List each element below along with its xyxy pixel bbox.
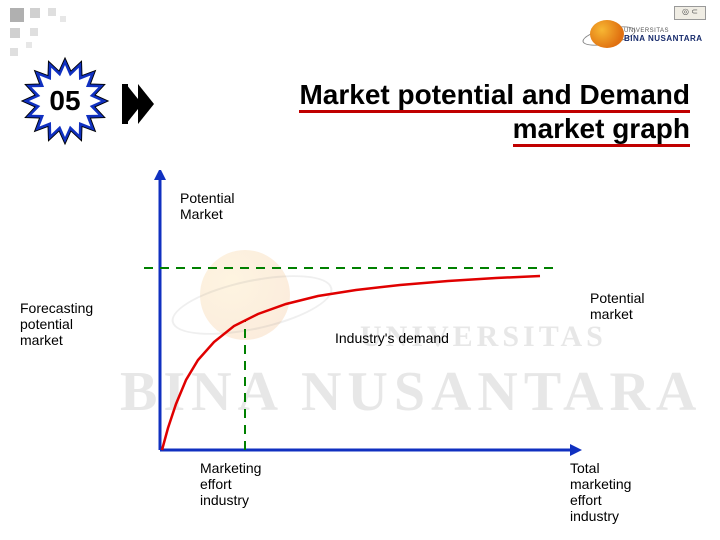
university-logo: ◎ ⊂ UNIVERSITASBINA NUSANTARA bbox=[586, 6, 706, 56]
decor-square bbox=[26, 42, 32, 48]
label-industry-demand: Industry's demand bbox=[335, 330, 449, 346]
decor-square bbox=[30, 28, 38, 36]
slide-number-badge: 05 bbox=[20, 56, 110, 146]
slide-controls-icon: ◎ ⊂ bbox=[674, 6, 706, 20]
decor-square bbox=[30, 8, 40, 18]
label-potential-market-top: PotentialMarket bbox=[180, 190, 234, 222]
label-forecasting: Forecastingpotentialmarket bbox=[20, 300, 93, 348]
label-total-effort: Total marketingeffort industry bbox=[570, 460, 640, 524]
slide-number: 05 bbox=[20, 56, 110, 146]
decor-square bbox=[10, 48, 18, 56]
decor-square bbox=[60, 16, 66, 22]
logo-text: UNIVERSITASBINA NUSANTARA bbox=[624, 28, 703, 44]
slide-title: Market potential and Demand market graph bbox=[180, 78, 690, 146]
slide: ◎ ⊂ UNIVERSITASBINA NUSANTARA UNIVERSITA… bbox=[0, 0, 720, 540]
label-potential-market-right: Potentialmarket bbox=[590, 290, 644, 322]
decor-square bbox=[10, 8, 24, 22]
decor-square bbox=[10, 28, 20, 38]
fast-forward-icon bbox=[122, 84, 154, 124]
decor-square bbox=[48, 8, 56, 16]
demand-curve-chart: PotentialMarket Forecastingpotentialmark… bbox=[80, 170, 640, 510]
logo-orb-icon bbox=[590, 20, 624, 48]
label-marketing-effort: Marketingeffortindustry bbox=[200, 460, 261, 508]
